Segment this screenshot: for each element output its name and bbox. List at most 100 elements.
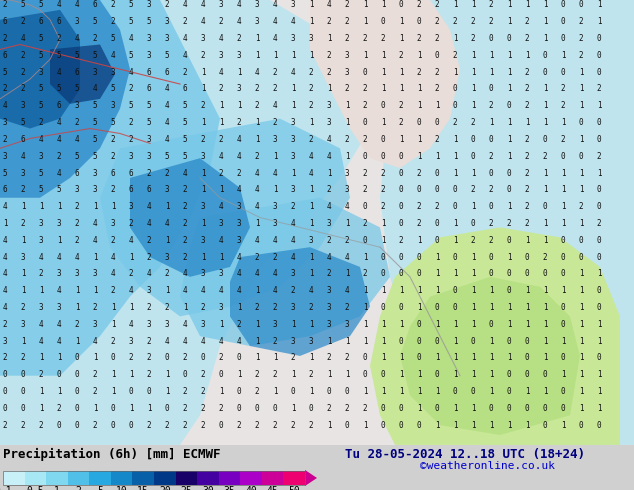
Text: 0: 0	[380, 101, 385, 110]
Text: 5: 5	[129, 51, 133, 60]
Text: 2: 2	[345, 34, 349, 43]
Polygon shape	[380, 0, 634, 445]
Text: 0: 0	[219, 370, 223, 379]
Text: 2: 2	[129, 353, 133, 363]
Text: 4: 4	[165, 118, 169, 127]
Text: 5: 5	[21, 118, 25, 127]
Text: 1: 1	[507, 202, 511, 211]
Text: 1: 1	[597, 17, 601, 26]
Text: 3: 3	[146, 286, 152, 295]
Text: 4: 4	[273, 17, 277, 26]
Text: 4: 4	[236, 286, 242, 295]
Text: 0: 0	[453, 202, 457, 211]
Text: 1: 1	[560, 185, 566, 195]
Text: 2: 2	[363, 101, 367, 110]
Text: 2: 2	[435, 0, 439, 9]
Text: 6: 6	[93, 0, 97, 9]
Text: 1: 1	[363, 420, 367, 430]
Text: 3: 3	[219, 219, 223, 228]
Text: 2: 2	[543, 152, 547, 161]
Text: 0: 0	[543, 202, 547, 211]
Text: 1: 1	[489, 387, 493, 396]
Text: 2: 2	[273, 303, 277, 312]
Text: 0: 0	[236, 353, 242, 363]
Text: 4: 4	[183, 34, 187, 43]
Text: 0: 0	[453, 252, 457, 262]
Text: 2: 2	[489, 219, 493, 228]
Text: 3: 3	[129, 152, 133, 161]
Text: 1: 1	[54, 486, 60, 490]
Text: 4: 4	[327, 152, 332, 161]
Text: 5: 5	[56, 51, 61, 60]
Text: 5: 5	[183, 135, 187, 144]
Text: 4: 4	[56, 68, 61, 76]
Text: 3: 3	[327, 219, 332, 228]
Text: 4: 4	[236, 0, 242, 9]
Text: 1: 1	[309, 353, 313, 363]
Text: 2: 2	[380, 169, 385, 177]
Text: 1: 1	[219, 320, 223, 329]
Text: 3: 3	[111, 68, 115, 76]
Text: 1: 1	[543, 0, 547, 9]
Text: 4: 4	[255, 270, 259, 278]
Text: 0: 0	[489, 84, 493, 94]
Text: 1: 1	[579, 320, 583, 329]
Text: 4: 4	[75, 0, 79, 9]
Text: 2: 2	[309, 303, 313, 312]
Text: 50: 50	[288, 486, 300, 490]
Text: 1: 1	[255, 135, 259, 144]
Text: 0: 0	[453, 387, 457, 396]
Text: 3: 3	[39, 236, 43, 245]
Text: 2: 2	[417, 68, 422, 76]
Text: 1: 1	[579, 68, 583, 76]
Text: 2: 2	[417, 0, 422, 9]
Text: 1: 1	[489, 68, 493, 76]
Text: 3: 3	[129, 337, 133, 345]
Text: 2: 2	[93, 303, 97, 312]
Text: 1: 1	[273, 152, 277, 161]
Text: 1: 1	[435, 252, 439, 262]
Text: 1: 1	[507, 0, 511, 9]
Text: 2: 2	[309, 135, 313, 144]
Text: 4: 4	[129, 286, 133, 295]
Bar	[262, 471, 283, 485]
Text: 2: 2	[39, 420, 43, 430]
Text: 4: 4	[201, 286, 205, 295]
Text: 1: 1	[56, 387, 61, 396]
Text: 3: 3	[3, 337, 8, 345]
Text: 5: 5	[97, 486, 103, 490]
Text: 1: 1	[75, 337, 79, 345]
Text: 3: 3	[236, 219, 242, 228]
Text: 0: 0	[129, 387, 133, 396]
Text: 2: 2	[525, 101, 529, 110]
Text: 3: 3	[201, 236, 205, 245]
Text: 2: 2	[56, 34, 61, 43]
Text: 1: 1	[255, 320, 259, 329]
FancyArrow shape	[305, 470, 317, 486]
Text: 30: 30	[202, 486, 214, 490]
Text: 1: 1	[543, 219, 547, 228]
Text: 4: 4	[39, 252, 43, 262]
Text: 1: 1	[56, 353, 61, 363]
Text: 1: 1	[543, 303, 547, 312]
Text: 0: 0	[236, 404, 242, 413]
Text: 1: 1	[579, 353, 583, 363]
Text: 4: 4	[111, 252, 115, 262]
Text: 3: 3	[165, 320, 169, 329]
Text: 0: 0	[380, 404, 385, 413]
Text: 1: 1	[111, 387, 115, 396]
Text: 3: 3	[93, 68, 97, 76]
Text: 4: 4	[165, 84, 169, 94]
Text: 2: 2	[435, 34, 439, 43]
Text: 0: 0	[399, 252, 403, 262]
Text: 0: 0	[560, 270, 566, 278]
Text: 2: 2	[579, 202, 583, 211]
Text: 1: 1	[380, 51, 385, 60]
Text: 2: 2	[273, 252, 277, 262]
Text: 1: 1	[507, 84, 511, 94]
Text: 2: 2	[273, 420, 277, 430]
Text: 1: 1	[470, 420, 476, 430]
Text: 3: 3	[290, 303, 295, 312]
Text: 1: 1	[597, 0, 601, 9]
Text: 0: 0	[380, 270, 385, 278]
